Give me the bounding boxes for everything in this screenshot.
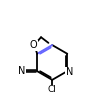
Text: N: N (66, 67, 73, 77)
Text: Cl: Cl (48, 85, 57, 94)
Text: O: O (30, 41, 37, 51)
Text: N: N (18, 66, 26, 76)
